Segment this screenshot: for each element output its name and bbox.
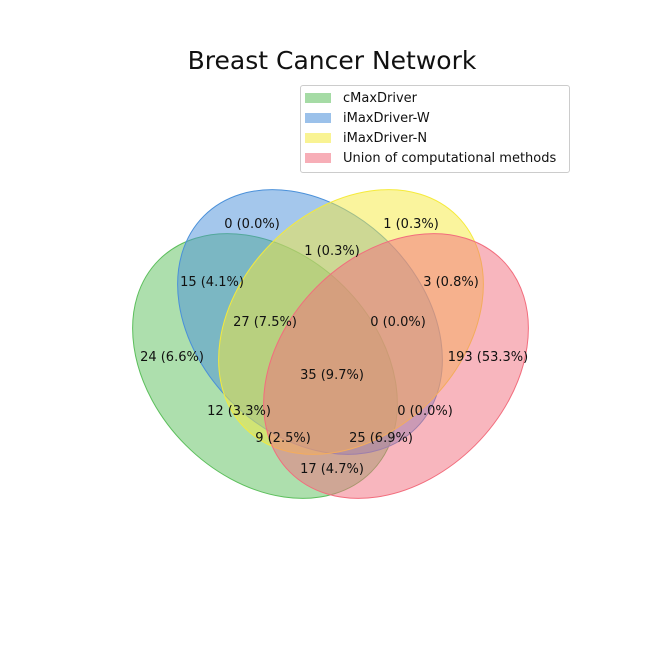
legend-item-cmaxdriver: cMaxDriver <box>305 89 417 107</box>
legend-swatch-imaxdriver-w <box>305 113 331 123</box>
region-label-c-n-u: 9 (2.5%) <box>255 431 311 446</box>
region-label-c-only: 24 (6.6%) <box>140 350 204 365</box>
legend-item-union: Union of computational methods <box>305 149 556 167</box>
legend: cMaxDriver iMaxDriver-W iMaxDriver-N Uni… <box>300 85 570 173</box>
legend-label: cMaxDriver <box>343 90 418 106</box>
legend-swatch-imaxdriver-n <box>305 133 331 143</box>
region-label-w-only: 0 (0.0%) <box>224 217 280 232</box>
region-label-all-four: 35 (9.7%) <box>300 368 364 383</box>
set-ellipse-union <box>263 233 529 499</box>
region-label-n-u: 3 (0.8%) <box>423 275 479 290</box>
legend-label: iMaxDriver-W <box>343 110 430 126</box>
legend-swatch-union <box>305 153 331 163</box>
legend-swatch-cmaxdriver <box>305 93 331 103</box>
region-label-w-n: 1 (0.3%) <box>304 244 360 259</box>
region-label-w-u: 0 (0.0%) <box>397 404 453 419</box>
legend-item-imaxdriver-n: iMaxDriver-N <box>305 129 427 147</box>
chart-title: Breast Cancer Network <box>187 46 477 75</box>
region-label-u-only: 193 (53.3%) <box>448 350 528 365</box>
region-label-c-w-u: 25 (6.9%) <box>349 431 413 446</box>
region-label-c-w-n: 27 (7.5%) <box>233 315 297 330</box>
region-label-w-n-u: 0 (0.0%) <box>370 315 426 330</box>
region-label-c-u: 17 (4.7%) <box>300 462 364 477</box>
region-label-c-w: 15 (4.1%) <box>180 275 244 290</box>
region-label-c-n: 12 (3.3%) <box>207 404 271 419</box>
region-label-n-only: 1 (0.3%) <box>383 217 439 232</box>
legend-item-imaxdriver-w: iMaxDriver-W <box>305 109 430 127</box>
legend-label: iMaxDriver-N <box>343 130 428 146</box>
legend-label: Union of computational methods <box>343 150 557 166</box>
